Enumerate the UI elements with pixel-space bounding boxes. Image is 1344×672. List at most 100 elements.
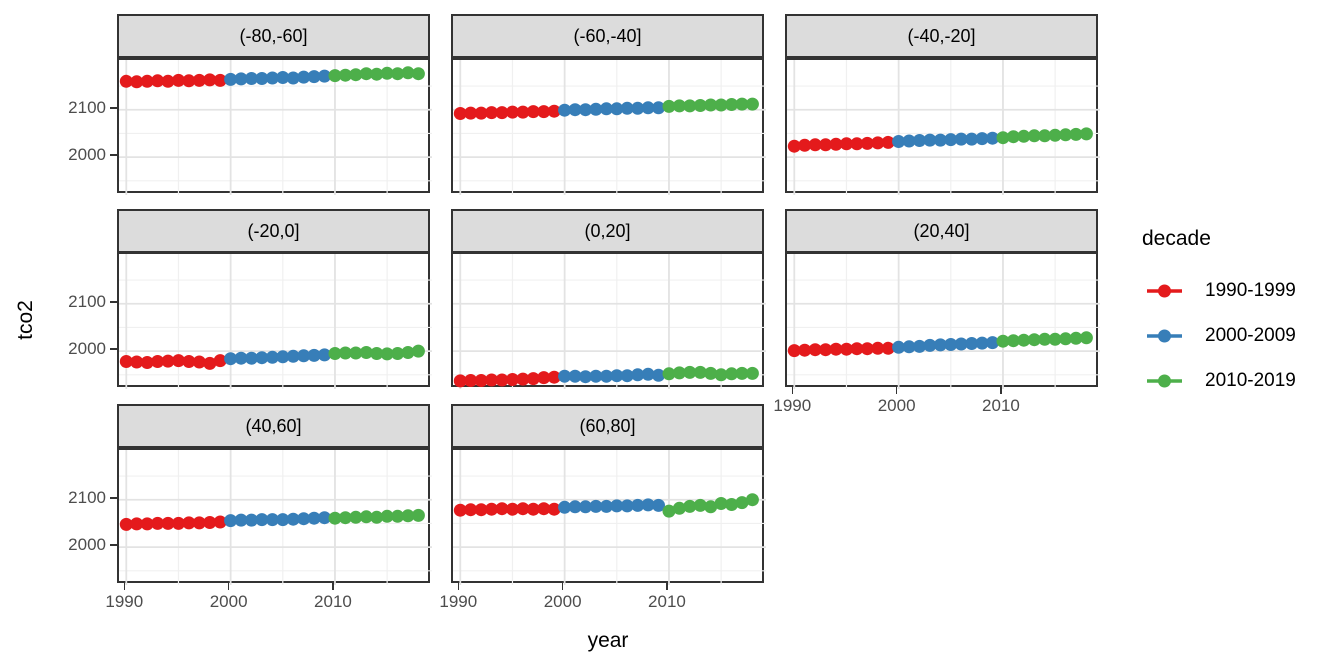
data-point [745,366,759,380]
data-point [693,365,707,379]
data-point [1069,127,1083,141]
data-point [370,347,384,360]
data-point [986,336,999,350]
data-point [829,342,843,356]
legend-title: decade [1142,227,1211,250]
data-point [1027,129,1041,143]
data-point [328,347,342,360]
data-point [589,369,603,383]
x-tick-mark [457,583,460,590]
data-point [1006,130,1020,144]
data-point [464,503,478,517]
data-point [798,138,812,152]
data-point [547,370,561,384]
data-point [704,366,718,380]
data-point [172,516,185,530]
data-point [568,103,582,117]
data-point [944,133,958,147]
data-point [913,339,926,353]
data-point [672,501,686,515]
data-point [286,71,300,85]
legend-key-point [1158,284,1171,297]
data-point [297,70,311,84]
y-tick-mark [110,544,117,546]
facet-plot-canvas [453,450,766,585]
data-point [683,99,697,113]
data-point [996,334,1010,348]
facet-plot-canvas [119,60,432,195]
legend-key-point [1158,329,1171,342]
data-point [652,101,665,115]
facet-panel [117,448,432,585]
data-point [537,371,551,385]
data-point [944,338,958,351]
data-point [913,134,926,147]
data-point [819,343,833,357]
data-point [119,355,133,368]
data-point [516,372,530,386]
legend-item-label: 1990-1999 [1205,279,1296,301]
data-point [464,106,478,120]
data-point [516,105,530,119]
y-tick-label: 2100 [68,291,106,311]
facet-strip-label: (-40,-20] [907,25,976,46]
facet-plot-canvas [453,60,766,195]
data-point [547,104,561,118]
data-point [411,344,425,358]
data-point [119,74,133,88]
x-tick-mark [1000,387,1002,394]
data-point [140,356,154,369]
data-point [338,68,352,82]
data-point [568,500,582,514]
data-point [881,341,895,355]
data-point [808,138,822,152]
data-point [558,369,572,383]
facet-panel [451,448,766,585]
data-point [745,97,759,111]
data-point [213,515,227,529]
data-point [693,498,707,512]
data-point [704,98,718,112]
facet-strip-label: (-60,-40] [573,25,642,46]
facet-plot-canvas [787,60,1100,195]
facet-strip: (-80,-60] [117,14,430,58]
legend-item: 2010-2019 [1134,358,1344,403]
data-point [234,351,248,365]
data-point [735,97,749,111]
data-point [453,374,467,388]
facet-strip: (60,80] [451,404,764,448]
data-point [349,68,363,82]
data-point [286,349,300,363]
facet-strip: (-60,-40] [451,14,764,58]
data-point [359,510,373,524]
data-point [725,367,739,381]
data-point [599,369,613,383]
data-point [224,72,238,86]
data-point [599,499,613,513]
data-point [161,354,175,368]
legend-key [1147,284,1182,297]
data-point [161,516,175,530]
data-point [631,368,645,382]
data-point [119,517,133,531]
data-point [1079,331,1093,345]
data-point [850,342,864,356]
data-point [683,365,697,379]
data-point [526,372,540,386]
data-point [265,71,279,85]
data-point [506,373,519,386]
data-point [714,497,728,510]
data-point [1038,129,1052,143]
facet-panel [117,252,432,389]
data-point [652,498,665,512]
data-point [411,508,425,522]
data-point [161,74,175,88]
facet-panel [785,58,1100,195]
facet-plot-canvas [119,254,432,389]
facet-strip-label: (-80,-60] [239,25,308,46]
data-point [276,513,290,527]
data-point [840,137,853,151]
y-tick-mark [110,496,117,499]
data-point [245,513,258,527]
data-point [902,134,916,148]
